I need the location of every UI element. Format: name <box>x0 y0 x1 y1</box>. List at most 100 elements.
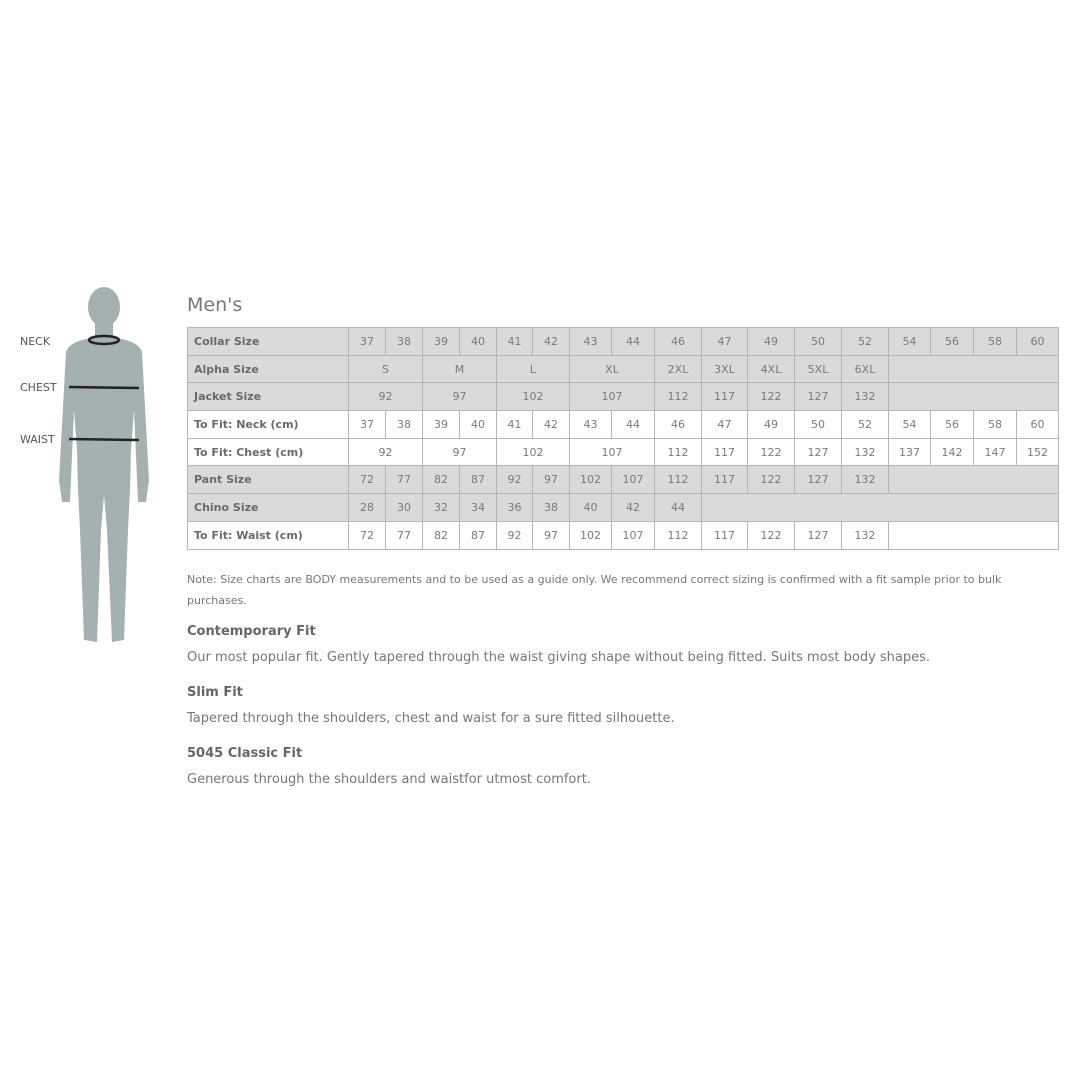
table-cell: 72 <box>348 465 386 495</box>
size-chart-table: Collar Size 37 38 39 40 41 42 43 44 46 47 49 50 52 54 5… <box>187 327 1059 550</box>
table-cell: 132 <box>841 437 889 467</box>
row-label: To Fit: Waist (cm) <box>187 520 349 550</box>
table-cell: 56 <box>930 410 974 439</box>
table-cell: 117 <box>701 382 748 412</box>
row-label: To Fit: Chest (cm) <box>187 437 349 467</box>
table-row: Chino Size 28 30 32 34 36 38 40 42 44 <box>187 493 1059 522</box>
table-cell: 82 <box>422 520 460 550</box>
table-cell: 152 <box>1016 437 1059 467</box>
table-cell: 58 <box>973 410 1017 439</box>
table-cell: 49 <box>747 327 795 356</box>
size-note: Note: Size charts are BODY measurements … <box>187 573 1002 607</box>
table-cell: 102 <box>569 465 612 495</box>
table-cell: 37 <box>348 327 386 356</box>
table-cell: 54 <box>888 410 931 439</box>
row-label: Pant Size <box>187 465 349 495</box>
table-cell: 50 <box>794 327 842 356</box>
table-row: To Fit: Chest (cm) 92 97 102 107 112 117 122 127… <box>187 437 1059 467</box>
table-cell: 132 <box>841 382 889 412</box>
table-cell: 112 <box>654 382 702 412</box>
table-cell: 41 <box>496 410 533 439</box>
table-cell: 34 <box>459 493 497 522</box>
table-cell: 117 <box>701 465 748 495</box>
table-cell: 127 <box>794 437 842 467</box>
table-cell: 112 <box>654 520 702 550</box>
table-cell: 72 <box>348 520 386 550</box>
table-row: Collar Size 37 38 39 40 41 42 43 44 46 47 49 50 52 54 5… <box>187 327 1059 356</box>
table-cell: 40 <box>459 410 497 439</box>
page-title: Men's <box>187 294 243 316</box>
table-cell: 44 <box>654 493 702 522</box>
table-cell: 122 <box>747 382 795 412</box>
table-cell: 50 <box>794 410 842 439</box>
fit-description-contemporary: Our most popular fit. Gently tapered thr… <box>187 650 931 665</box>
table-cell: 92 <box>348 382 423 412</box>
table-row: To Fit: Waist (cm) 72 77 82 87 92 97 102 107 112 1… <box>187 520 1059 550</box>
table-cell: 142 <box>930 437 974 467</box>
table-cell: 127 <box>794 382 842 412</box>
row-label: Jacket Size <box>187 382 349 412</box>
table-cell: 92 <box>348 437 423 467</box>
table-cell: 41 <box>496 327 533 356</box>
empty-cell <box>888 354 1059 384</box>
table-cell: 39 <box>422 410 460 439</box>
table-cell: 87 <box>459 520 497 550</box>
table-cell: 112 <box>654 437 702 467</box>
table-cell: 82 <box>422 465 460 495</box>
fit-description-classic: Generous through the shoulders and waist… <box>187 772 591 787</box>
table-cell: 97 <box>422 437 497 467</box>
table-cell: 97 <box>422 382 497 412</box>
empty-cell <box>888 382 1059 412</box>
table-cell: 127 <box>794 465 842 495</box>
table-cell: 102 <box>496 382 570 412</box>
man-silhouette-icon <box>59 287 149 642</box>
table-cell: 2XL <box>654 354 702 384</box>
fit-description-slim: Tapered through the shoulders, chest and… <box>187 711 675 726</box>
table-cell: 92 <box>496 465 533 495</box>
table-cell: 3XL <box>701 354 748 384</box>
table-cell: L <box>496 354 570 384</box>
waist-label: WAIST <box>20 433 55 446</box>
table-cell: 137 <box>888 437 931 467</box>
neck-label: NECK <box>20 335 51 348</box>
table-cell: 117 <box>701 520 748 550</box>
table-cell: 107 <box>569 382 655 412</box>
table-cell: 42 <box>532 410 570 439</box>
table-cell: 52 <box>841 327 889 356</box>
table-cell: 28 <box>348 493 386 522</box>
table-cell: 107 <box>569 437 655 467</box>
table-cell: 122 <box>747 437 795 467</box>
table-cell: 43 <box>569 410 612 439</box>
table-cell: 132 <box>841 465 889 495</box>
table-row: To Fit: Neck (cm) 37 38 39 40 41 42 43 44 46 47 49 5… <box>187 410 1059 439</box>
empty-cell <box>888 520 1059 550</box>
table-cell: 54 <box>888 327 931 356</box>
table-cell: 47 <box>701 327 748 356</box>
table-cell: 58 <box>973 327 1017 356</box>
table-cell: 112 <box>654 465 702 495</box>
row-label: Alpha Size <box>187 354 349 384</box>
empty-cell <box>888 465 1059 495</box>
table-cell: 97 <box>532 465 570 495</box>
table-cell: 127 <box>794 520 842 550</box>
table-cell: 47 <box>701 410 748 439</box>
table-cell: 5XL <box>794 354 842 384</box>
fit-title-slim: Slim Fit <box>187 685 243 700</box>
empty-cell <box>701 493 1059 522</box>
table-cell: 60 <box>1016 410 1059 439</box>
table-cell: 44 <box>611 327 655 356</box>
table-row: Jacket Size 92 97 102 107 112 117 122 127 132 <box>187 382 1059 412</box>
table-row: Pant Size 72 77 82 87 92 97 102 107 112 117 122 127 1… <box>187 465 1059 495</box>
table-cell: 52 <box>841 410 889 439</box>
table-cell: 4XL <box>747 354 795 384</box>
table-cell: 42 <box>532 327 570 356</box>
table-cell: 132 <box>841 520 889 550</box>
table-cell: 49 <box>747 410 795 439</box>
table-cell: 37 <box>348 410 386 439</box>
table-cell: 102 <box>496 437 570 467</box>
table-cell: 38 <box>385 410 423 439</box>
row-label: Collar Size <box>187 327 349 356</box>
table-cell: 38 <box>532 493 570 522</box>
table-cell: 147 <box>973 437 1017 467</box>
table-cell: 77 <box>385 465 423 495</box>
